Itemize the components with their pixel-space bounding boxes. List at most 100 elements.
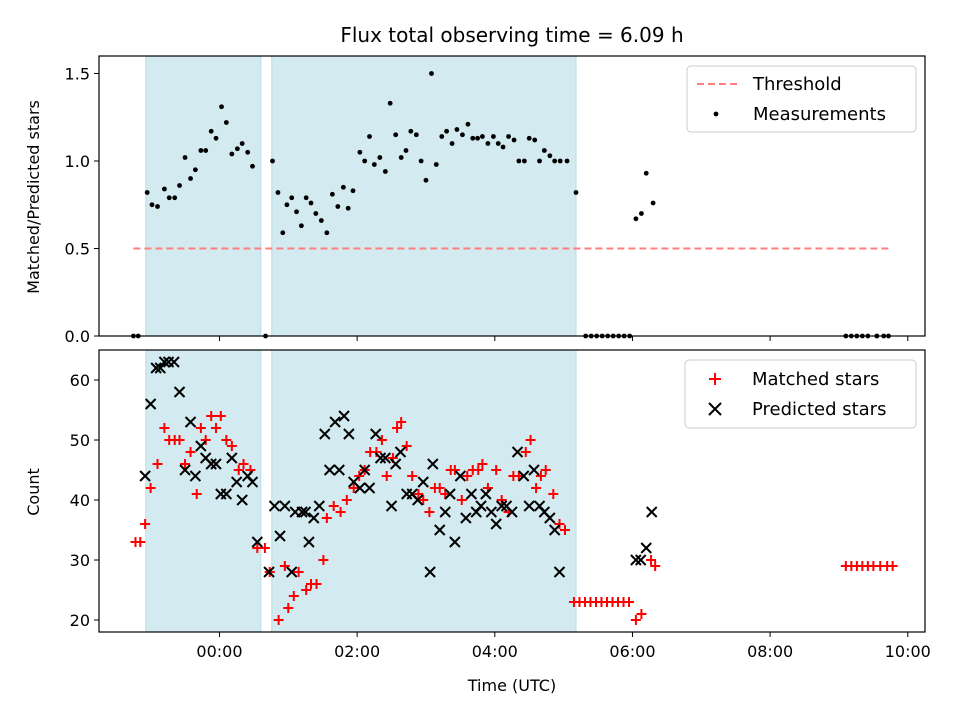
axis-ticks: 00:00 02:00 04:00 06:00 08:00 10:00 0.0 0.5 1.0 1… — [65, 65, 931, 662]
matched-star-point-23 — [259, 543, 270, 553]
measurement-point-56 — [433, 162, 439, 167]
matched-star-point-71 — [531, 483, 542, 493]
predicted-star-point-14 — [210, 458, 222, 470]
x-tick-label-5: 10:00 — [885, 642, 931, 661]
measurement-point-28 — [289, 195, 295, 201]
predicted-star-point-9 — [184, 416, 197, 428]
measurement-point-67 — [491, 134, 496, 139]
predicted-star-point-70 — [506, 506, 518, 518]
predicted-star-point-8 — [179, 464, 191, 476]
matched-star-point-20 — [238, 459, 249, 469]
matched-star-point-11 — [191, 489, 202, 499]
measurement-point-57 — [439, 134, 445, 139]
measurement-point-19 — [234, 146, 240, 152]
measurement-point-63 — [470, 135, 476, 141]
measurement-point-13 — [203, 148, 209, 153]
predicted-star-point-33 — [313, 500, 325, 512]
predicted-star-point-25 — [274, 530, 286, 542]
predicted-star-point-78 — [548, 524, 561, 536]
predicted-star-point-11 — [195, 440, 207, 452]
matched-star-point-88 — [630, 615, 641, 625]
top-y-tick-label-2: 1.0 — [65, 152, 90, 171]
measurement-point-47 — [387, 100, 393, 106]
predicted-star-point-1 — [144, 398, 157, 410]
measurement-point-64 — [475, 135, 480, 141]
legend-predicted-label: Predicted stars — [752, 399, 886, 420]
measurement-point-37 — [335, 204, 341, 209]
matched-star-point-8 — [174, 435, 185, 445]
predicted-star-point-39 — [343, 428, 355, 440]
measurement-point-32 — [308, 200, 314, 206]
shaded-interval-top-0 — [145, 55, 262, 337]
measurement-point-15 — [213, 135, 219, 141]
x-axis-label: Time (UTC) — [467, 676, 556, 695]
measurement-point-65 — [480, 134, 485, 139]
measurement-point-25 — [275, 190, 281, 195]
shaded-interval-bottom-1 — [271, 349, 577, 633]
matched-star-point-25 — [273, 615, 284, 625]
predicted-star-point-26 — [279, 500, 291, 512]
measurement-point-36 — [329, 191, 335, 197]
measurement-point-17 — [223, 120, 229, 125]
matched-star-point-32 — [311, 579, 322, 589]
matched-star-point-57 — [449, 465, 460, 475]
predicted-star-point-67 — [490, 518, 502, 530]
bottom-y-tick-label-2: 40 — [70, 491, 90, 510]
top-legend: Threshold Measurements — [686, 65, 917, 133]
predicted-star-point-83 — [646, 506, 658, 518]
bottom-axes-frame — [98, 349, 926, 633]
matched-star-point-87 — [624, 597, 635, 607]
matched-star-point-64 — [491, 465, 502, 475]
matched-star-point-4 — [152, 459, 163, 469]
matched-star-point-12 — [195, 423, 206, 433]
measurement-point-27 — [284, 202, 290, 208]
count-points — [130, 356, 898, 625]
predicted-star-point-32 — [308, 512, 320, 524]
predicted-star-point-54 — [424, 566, 436, 578]
matched-star-point-69 — [520, 447, 531, 457]
x-tick-label-1: 02:00 — [334, 642, 380, 661]
measurement-point-94 — [643, 170, 649, 176]
matched-star-point-70 — [525, 435, 536, 445]
measurement-point-24 — [270, 158, 275, 164]
measurement-point-39 — [345, 205, 351, 211]
measurement-point-8 — [177, 183, 182, 188]
measurement-point-4 — [155, 204, 160, 209]
predicted-star-point-77 — [544, 512, 556, 524]
bottom-y-axis-label: Count — [24, 468, 43, 516]
predicted-star-point-47 — [385, 500, 398, 512]
predicted-star-point-48 — [389, 458, 402, 470]
predicted-star-point-56 — [434, 524, 446, 536]
predicted-star-point-35 — [323, 464, 336, 476]
matched-star-point-75 — [554, 519, 565, 529]
matched-star-point-54 — [434, 483, 445, 493]
predicted-star-point-80 — [630, 554, 642, 566]
measurement-point-42 — [362, 158, 368, 164]
bottom-y-tick-label-4: 60 — [70, 371, 90, 390]
measurement-point-29 — [294, 209, 299, 215]
matched-star-point-35 — [328, 501, 339, 511]
matched-star-point-49 — [407, 471, 418, 481]
x-tick-label-0: 00:00 — [196, 642, 242, 661]
measurement-point-68 — [495, 141, 501, 146]
measurement-point-44 — [371, 162, 377, 167]
measurement-point-51 — [408, 128, 414, 134]
predicted-star-point-43 — [363, 482, 376, 494]
measurement-point-46 — [382, 169, 388, 174]
measurement-point-22 — [250, 163, 255, 169]
matched-star-point-72 — [535, 471, 546, 481]
predicted-star-point-38 — [338, 410, 350, 422]
predicted-star-point-55 — [427, 458, 439, 470]
measurement-point-58 — [444, 128, 450, 134]
measurement-point-2 — [144, 190, 150, 195]
matched-star-point-46 — [392, 423, 403, 433]
matched-star-point-55 — [440, 489, 451, 499]
measurement-point-21 — [245, 149, 251, 155]
matched-star-point-29 — [293, 567, 304, 577]
predicted-star-point-19 — [236, 494, 248, 506]
measurement-point-50 — [403, 148, 409, 153]
measurement-point-77 — [541, 148, 547, 153]
measurement-point-53 — [418, 158, 424, 164]
measurement-point-52 — [413, 132, 419, 138]
